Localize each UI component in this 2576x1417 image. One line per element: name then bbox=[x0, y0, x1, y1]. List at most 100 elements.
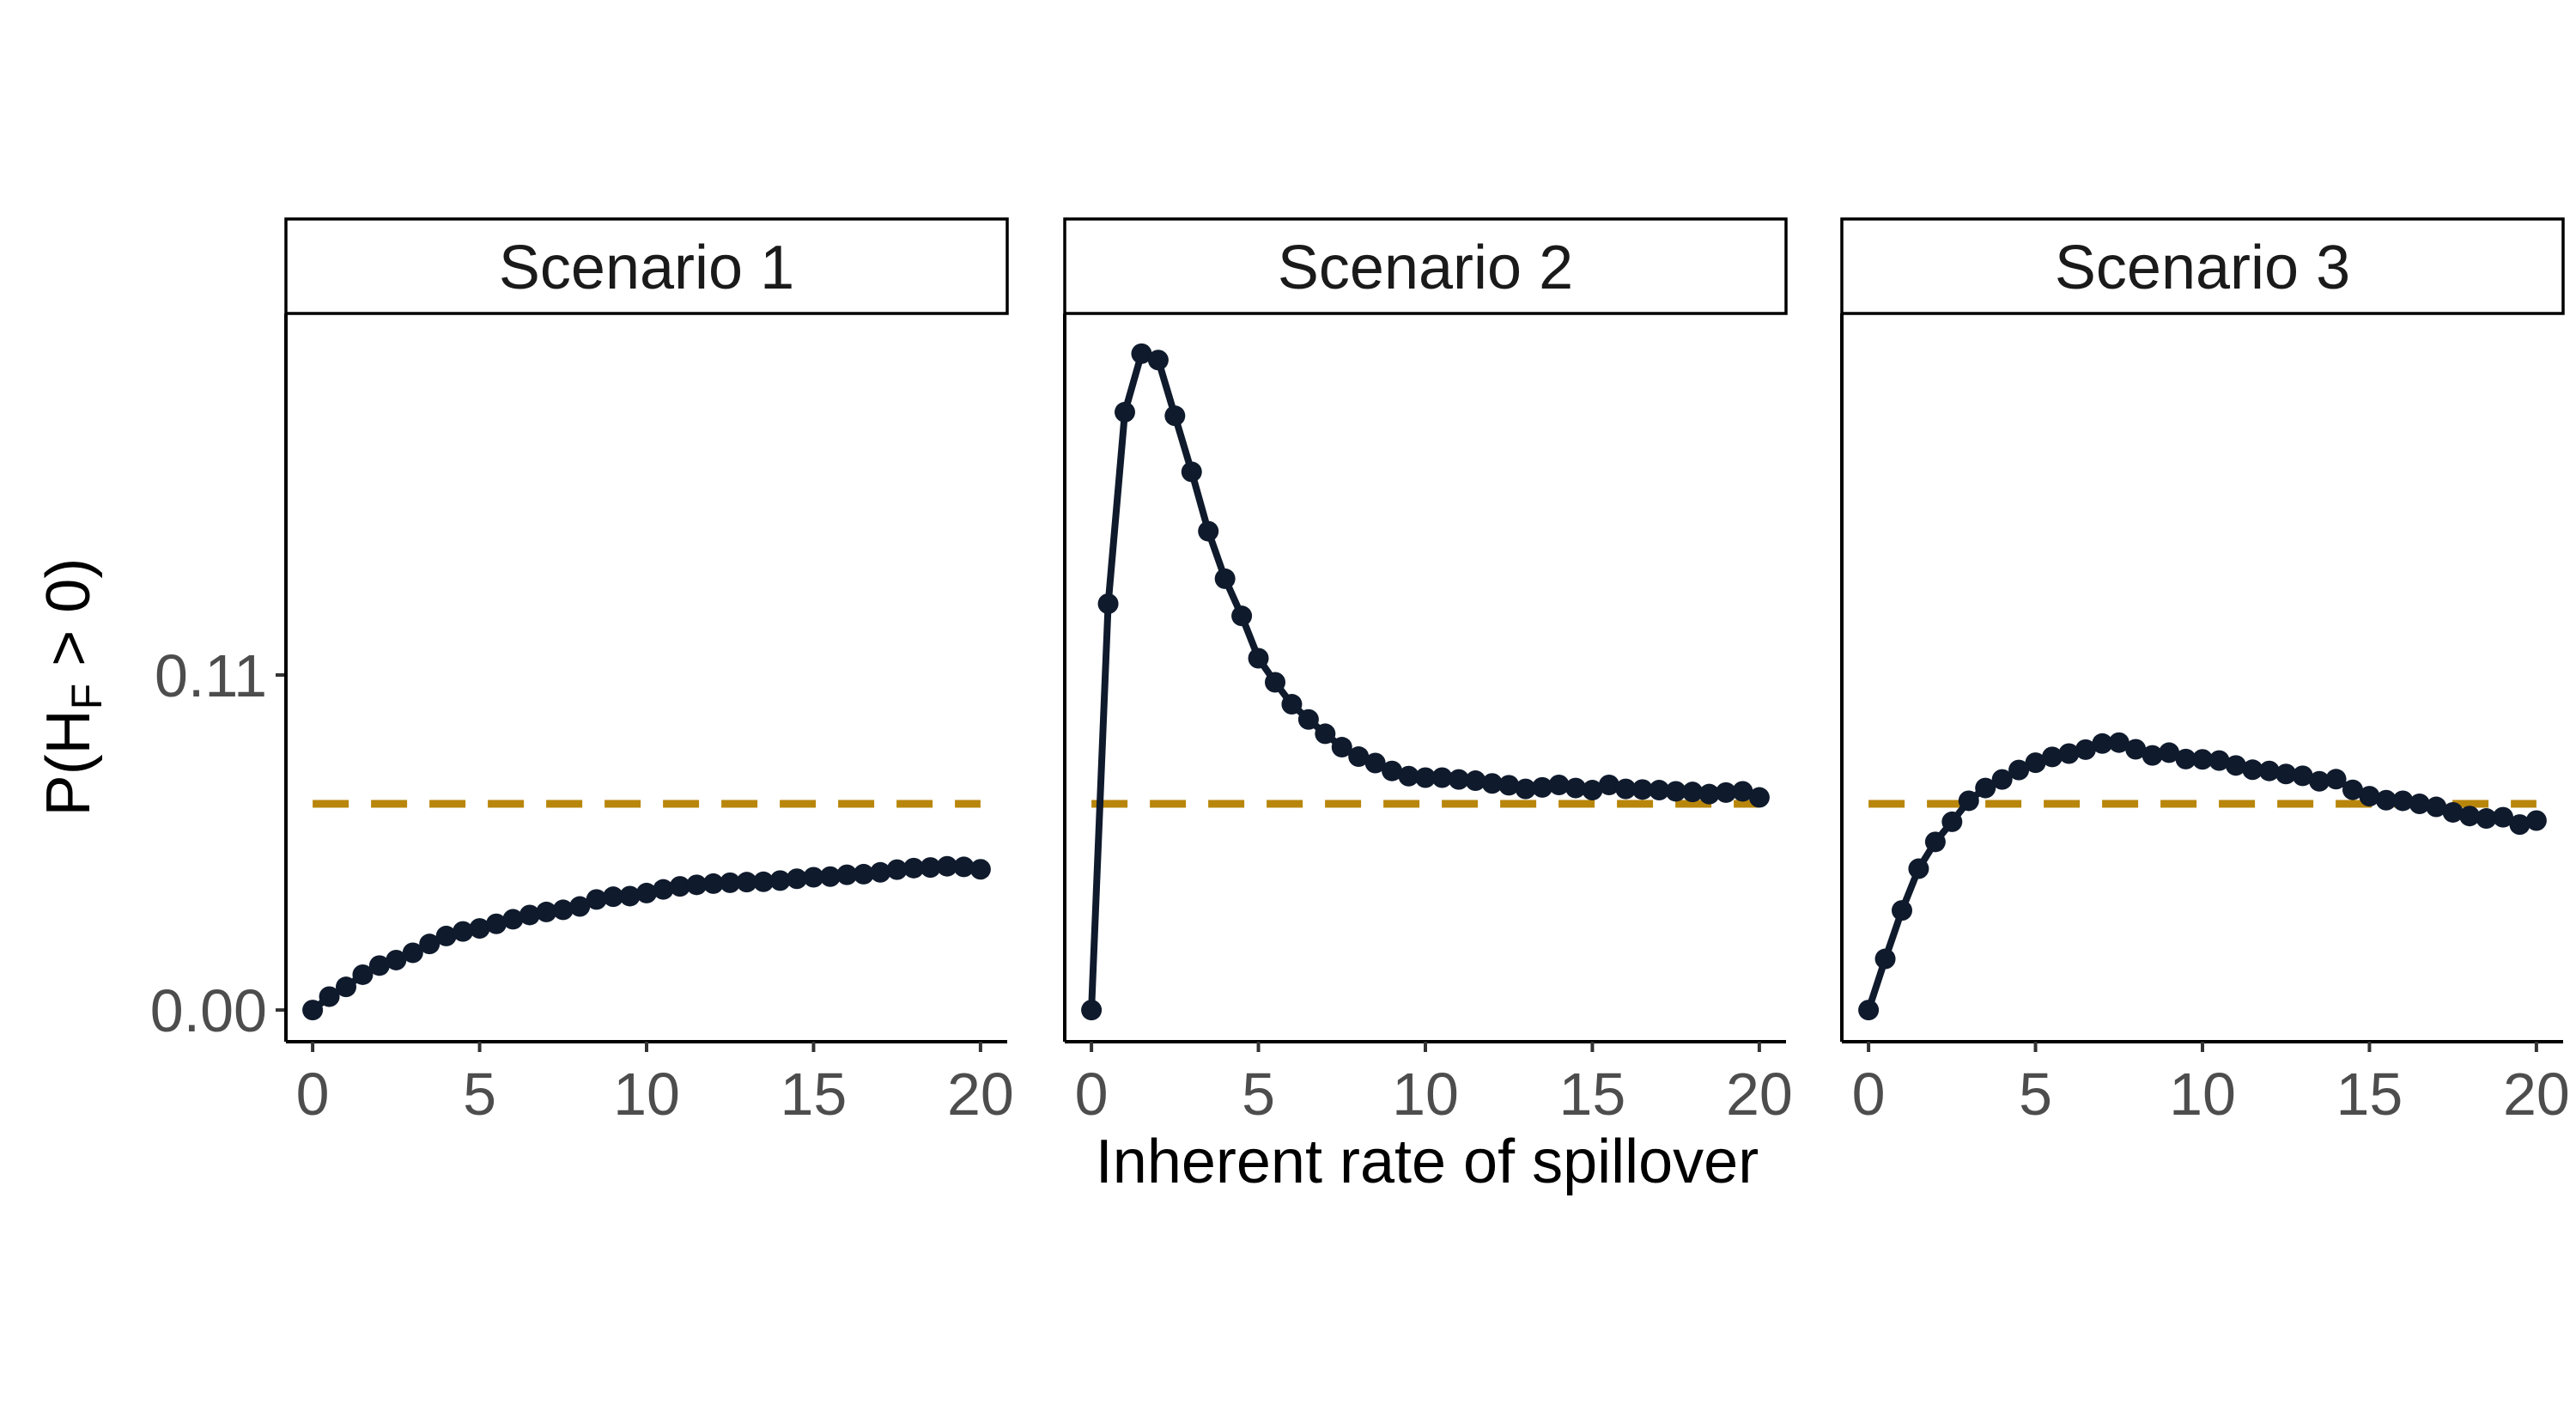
panel: Scenario 2 0 5 10 15 20 bbox=[1063, 217, 1793, 1128]
data-point bbox=[1975, 777, 1996, 799]
x-axis-label: Inherent rate of spillover bbox=[1096, 1128, 1759, 1196]
data-point bbox=[2025, 752, 2046, 774]
data-point bbox=[2476, 808, 2497, 830]
data-point bbox=[2108, 732, 2129, 753]
y-tick-label: 0.11 bbox=[155, 642, 267, 709]
data-point bbox=[1364, 752, 1386, 774]
data-point bbox=[1181, 461, 1202, 483]
data-point bbox=[2525, 810, 2547, 831]
data-point bbox=[2375, 789, 2397, 811]
data-point bbox=[1716, 781, 1736, 803]
data-point bbox=[2125, 739, 2147, 760]
data-point bbox=[302, 1000, 324, 1021]
data-point bbox=[2409, 794, 2430, 815]
data-point bbox=[1615, 778, 1637, 800]
data-point bbox=[552, 899, 574, 921]
x-tick-label: 20 bbox=[1726, 1061, 1793, 1128]
panel-title: Scenario 2 bbox=[1278, 234, 1573, 302]
data-point bbox=[1248, 648, 1269, 669]
data-point bbox=[469, 918, 490, 940]
data-point bbox=[2142, 745, 2163, 766]
data-point bbox=[1748, 787, 1770, 808]
data-point bbox=[686, 874, 708, 896]
data-point bbox=[1548, 775, 1570, 796]
data-point bbox=[419, 934, 440, 955]
data-point bbox=[2275, 763, 2297, 785]
data-point bbox=[636, 882, 657, 903]
data-point bbox=[937, 855, 957, 877]
panel: Scenario 3 0 5 10 15 20 bbox=[1840, 217, 2570, 1128]
data-point bbox=[1498, 775, 1520, 796]
data-point bbox=[1892, 900, 1912, 921]
data-point bbox=[2075, 739, 2096, 760]
data-point bbox=[769, 870, 791, 891]
data-point bbox=[1115, 401, 1135, 423]
data-point bbox=[2325, 769, 2347, 790]
data-point bbox=[969, 859, 991, 880]
data-point bbox=[1315, 723, 1336, 745]
data-point bbox=[619, 885, 641, 907]
data-point bbox=[1582, 780, 1603, 801]
data-point bbox=[319, 986, 340, 1007]
data-point bbox=[1097, 593, 1119, 614]
panel-strip bbox=[1840, 217, 2565, 315]
data-point bbox=[720, 872, 741, 893]
panel-strip bbox=[1063, 217, 1788, 315]
data-point bbox=[1481, 773, 1503, 794]
data-point bbox=[336, 976, 356, 998]
data-point bbox=[2392, 790, 2414, 812]
x-tick-label: 0 bbox=[1852, 1061, 1886, 1128]
data-point bbox=[2042, 746, 2063, 768]
data-point bbox=[368, 955, 390, 976]
data-point bbox=[435, 925, 457, 946]
data-point bbox=[1924, 831, 1946, 853]
data-point bbox=[1874, 948, 1896, 970]
panel: Scenario 1 0 5 10 15 20 bbox=[284, 217, 1014, 1128]
x-tick-label: 5 bbox=[463, 1061, 496, 1128]
data-point bbox=[2509, 814, 2530, 836]
x-tick-label: 15 bbox=[781, 1061, 848, 1128]
data-point bbox=[486, 913, 507, 934]
data-point bbox=[1565, 777, 1586, 799]
data-point bbox=[2493, 806, 2513, 828]
data-point bbox=[1598, 775, 1619, 796]
data-point bbox=[1991, 769, 2013, 790]
data-point bbox=[2159, 742, 2180, 763]
data-point bbox=[2192, 749, 2213, 770]
x-tick-label: 15 bbox=[1559, 1061, 1626, 1128]
data-point bbox=[1665, 781, 1686, 802]
data-point bbox=[402, 942, 423, 964]
data-point bbox=[1515, 778, 1536, 800]
data-point bbox=[453, 921, 474, 942]
y-axis-label-prefix: P(H bbox=[34, 709, 103, 816]
data-point bbox=[836, 864, 858, 885]
data-point bbox=[2459, 806, 2481, 827]
y-tick-label: 0.00 bbox=[150, 977, 267, 1044]
x-tick-label: 10 bbox=[2169, 1061, 2236, 1128]
data-point bbox=[753, 871, 775, 892]
data-point bbox=[569, 896, 591, 917]
x-tick-label: 10 bbox=[1392, 1061, 1459, 1128]
data-point bbox=[352, 964, 374, 985]
data-point bbox=[903, 857, 925, 879]
x-tick-label: 20 bbox=[947, 1061, 1014, 1128]
data-point bbox=[1231, 605, 1253, 627]
panel-strip bbox=[284, 217, 1009, 315]
data-point bbox=[1198, 520, 1219, 542]
data-point bbox=[1281, 694, 1303, 715]
x-tick-label: 0 bbox=[296, 1061, 330, 1128]
y-axis-label: P(HF > 0) bbox=[34, 558, 111, 817]
data-point bbox=[1214, 568, 1236, 589]
data-point bbox=[886, 859, 908, 880]
data-point bbox=[1698, 783, 1720, 805]
data-point bbox=[920, 857, 941, 879]
y-axis-label-subscript: F bbox=[63, 684, 111, 710]
data-point bbox=[2359, 786, 2380, 807]
data-point bbox=[1081, 1000, 1103, 1021]
data-point bbox=[2058, 743, 2080, 764]
data-point bbox=[736, 872, 757, 893]
x-tick-label: 5 bbox=[1242, 1061, 1275, 1128]
data-point bbox=[1164, 405, 1186, 427]
data-point bbox=[2225, 755, 2246, 776]
data-point bbox=[1732, 781, 1753, 802]
